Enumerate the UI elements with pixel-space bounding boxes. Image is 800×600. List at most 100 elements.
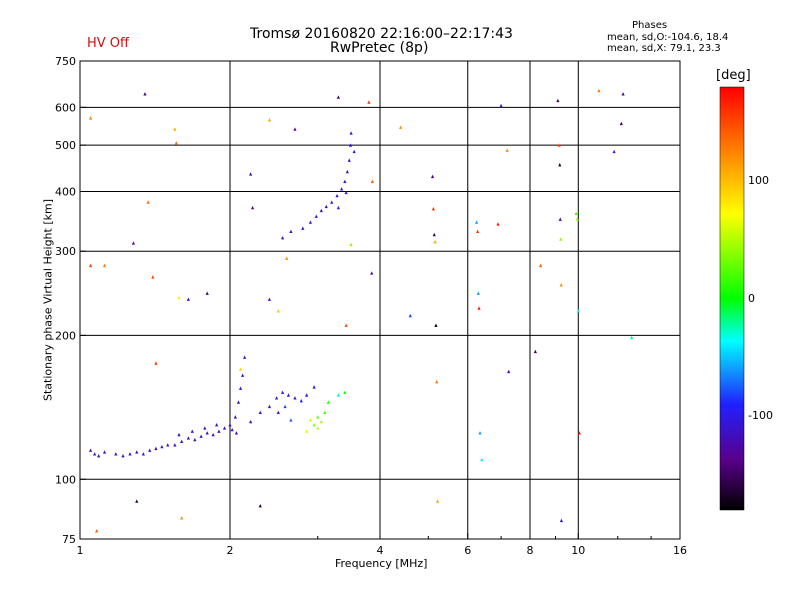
echo-point xyxy=(621,92,625,96)
echo-point xyxy=(280,236,285,240)
x-tick-label: 8 xyxy=(527,544,534,557)
echo-point xyxy=(316,426,320,430)
axis-ticks: 1 2 4 6 8 10 16 75 100 200 300 400 500 600 750 xyxy=(55,55,744,557)
echo-point xyxy=(222,426,227,430)
echo-point xyxy=(249,419,253,424)
echo-point xyxy=(476,291,480,295)
echo-point xyxy=(205,431,209,435)
echo-point xyxy=(433,239,437,244)
echo-point xyxy=(305,429,309,433)
echo-point xyxy=(576,309,580,313)
echo-point xyxy=(301,226,305,230)
echo-point xyxy=(267,118,272,122)
echo-point xyxy=(93,452,97,456)
chart-title-line2: RwPretec (8p) xyxy=(330,40,429,56)
echo-point xyxy=(630,335,634,340)
echo-point xyxy=(249,172,253,176)
echo-point xyxy=(148,448,152,452)
echo-point xyxy=(597,88,601,93)
echo-point xyxy=(95,529,99,533)
echo-point xyxy=(345,169,349,174)
echo-point xyxy=(166,443,170,447)
echo-point xyxy=(370,271,374,275)
echo-point xyxy=(324,204,328,209)
echo-point xyxy=(114,452,118,456)
grid-lines xyxy=(80,61,680,539)
echo-point xyxy=(276,309,280,313)
x-tick-label: 1 xyxy=(77,544,84,557)
echo-point xyxy=(619,121,623,126)
y-tick-label: 75 xyxy=(62,533,76,546)
echo-point xyxy=(233,415,237,419)
phases-x-stats: mean, sd,X: 79.1, 23.3 xyxy=(607,43,721,54)
echo-point xyxy=(193,437,197,442)
echo-point xyxy=(556,98,560,103)
echo-point xyxy=(250,205,255,210)
y-tick-label: 200 xyxy=(55,329,76,342)
echo-point xyxy=(308,220,313,224)
colorbar-tick-label: 100 xyxy=(748,174,769,187)
echo-point xyxy=(352,149,356,154)
chart-title-line1: Tromsø 20160820 22:16:00–22:17:43 xyxy=(250,26,513,42)
echo-point xyxy=(312,423,316,427)
echo-point xyxy=(177,295,181,300)
echo-point xyxy=(267,297,272,301)
echo-point xyxy=(474,220,479,224)
echo-point xyxy=(285,256,289,260)
echo-point xyxy=(435,379,439,384)
echo-point xyxy=(230,427,234,432)
echo-point xyxy=(102,450,107,454)
echo-point xyxy=(236,400,241,404)
echo-point xyxy=(241,373,245,377)
echo-point xyxy=(343,179,347,183)
echo-point xyxy=(336,393,340,397)
echo-point xyxy=(336,95,340,99)
echo-point xyxy=(436,499,440,503)
echo-point xyxy=(478,431,482,435)
echo-point xyxy=(319,208,323,213)
echo-point xyxy=(135,499,139,503)
echo-point xyxy=(88,263,93,268)
echo-point xyxy=(151,275,155,279)
echo-point xyxy=(267,404,272,409)
echo-point xyxy=(234,431,238,435)
colorbar-tick-label: 0 xyxy=(748,291,755,305)
echo-point xyxy=(340,187,344,191)
echo-point xyxy=(243,355,247,359)
echo-point xyxy=(323,410,327,415)
echo-point xyxy=(215,423,219,427)
echo-point xyxy=(211,432,215,437)
echo-point xyxy=(289,229,293,234)
echo-point xyxy=(476,229,480,234)
echo-point xyxy=(348,143,353,147)
echo-point xyxy=(349,242,353,247)
colorbar-tick-label: -100 xyxy=(748,409,773,422)
echo-point xyxy=(308,418,313,422)
echo-point xyxy=(330,200,334,204)
echo-point xyxy=(102,263,107,268)
echo-point xyxy=(559,237,563,241)
echo-point xyxy=(507,369,511,374)
echo-point xyxy=(559,518,564,523)
echo-point xyxy=(274,396,279,400)
echo-point xyxy=(336,205,340,210)
echo-point xyxy=(186,297,190,301)
echo-point xyxy=(173,127,177,131)
y-tick-label: 600 xyxy=(55,101,76,114)
data-points xyxy=(88,88,634,533)
echo-point xyxy=(349,131,353,135)
echo-point xyxy=(199,434,203,438)
x-axis-label: Frequency [MHz] xyxy=(335,557,428,570)
echo-point xyxy=(347,158,351,162)
echo-point xyxy=(432,232,436,237)
echo-point xyxy=(312,385,316,389)
echo-point xyxy=(480,457,484,462)
echo-point xyxy=(314,214,318,218)
echo-point xyxy=(131,241,136,245)
echo-point xyxy=(186,436,190,440)
echo-point xyxy=(228,423,232,427)
echo-point xyxy=(577,431,581,435)
x-tick-label: 16 xyxy=(673,544,687,557)
echo-point xyxy=(280,390,285,394)
echo-point xyxy=(180,439,184,444)
